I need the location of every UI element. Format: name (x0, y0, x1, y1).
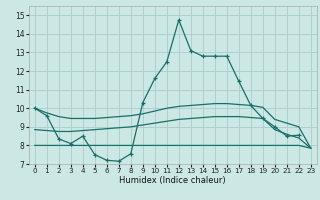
X-axis label: Humidex (Indice chaleur): Humidex (Indice chaleur) (119, 176, 226, 185)
